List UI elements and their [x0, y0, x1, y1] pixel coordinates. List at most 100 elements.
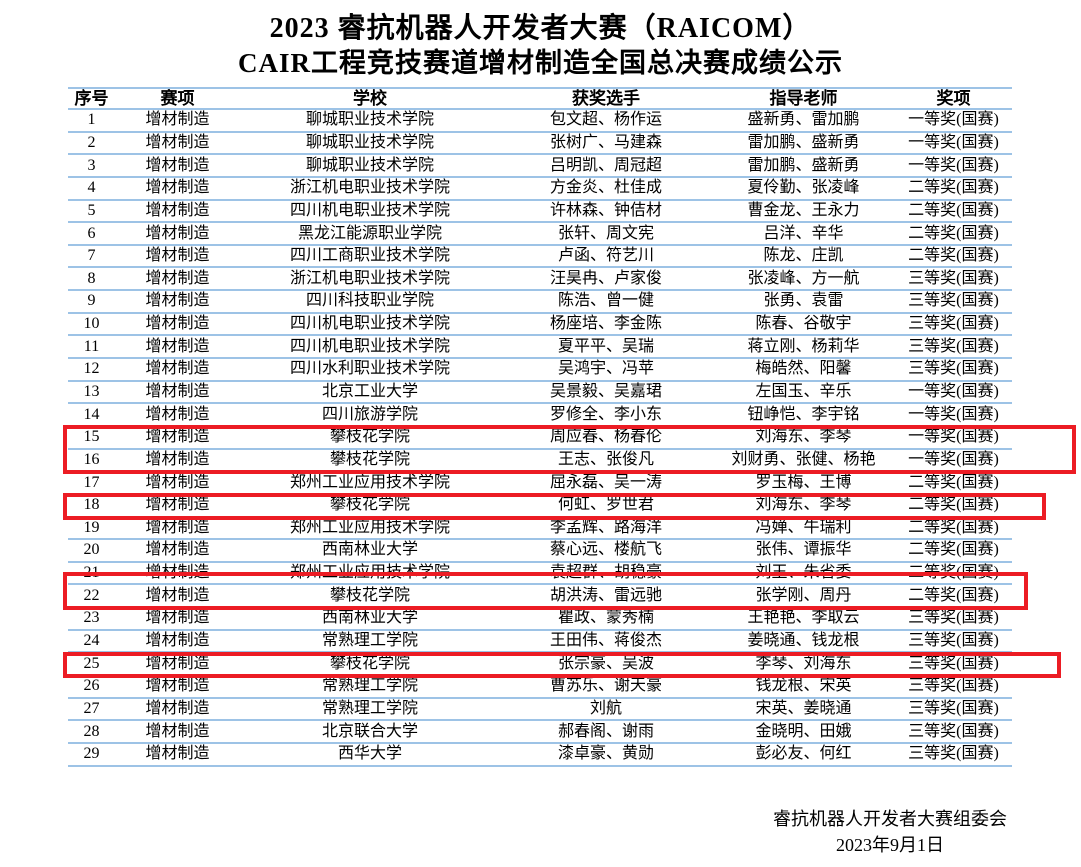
table-cell-index: 5: [87, 201, 96, 219]
page-subtitle: CAIR工程竞技赛道增材制造全国总决赛成绩公示: [237, 48, 843, 78]
table-cell-teachers: 金晓明、田娥: [755, 722, 852, 740]
table-cell-index: 8: [87, 269, 96, 287]
table-cell-teachers: 曹金龙、王永力: [747, 201, 860, 219]
table-cell-players: 蔡心远、楼航飞: [549, 541, 662, 559]
table-cell-event: 增材制造: [145, 156, 210, 174]
table-cell-index: 18: [83, 496, 100, 514]
table-cell-award: 一等奖(国赛): [908, 405, 999, 423]
table-cell-school: 攀枝花学院: [329, 450, 410, 468]
table-row: 5 增材制造 四川机电职业技术学院 许林森、钟佶材 曹金龙、王永力 二等奖(国赛): [68, 201, 1012, 224]
table-row: 20 增材制造 西南林业大学 蔡心远、楼航飞 张伟、谭振华 二等奖(国赛): [68, 540, 1012, 563]
table-cell-award: 三等奖(国赛): [908, 609, 999, 627]
table-cell-teachers: 姜晓通、钱龙根: [747, 632, 860, 650]
table-cell-school: 郑州工业应用技术学院: [289, 564, 450, 582]
table-cell-award: 二等奖(国赛): [908, 496, 999, 514]
table-cell-index: 9: [87, 292, 96, 310]
table-cell-players: 方金炎、杜佳成: [549, 179, 662, 197]
table-cell-index: 7: [87, 247, 96, 265]
table-cell-teachers: 钮峥恺、李宇铭: [747, 405, 860, 423]
table-cell-players: 许林森、钟佶材: [549, 201, 662, 219]
table-cell-school: 北京联合大学: [321, 722, 418, 740]
table-cell-players: 何虹、罗世君: [557, 496, 654, 514]
table-cell-event: 增材制造: [145, 677, 210, 695]
results-table: 序号 赛项 学校 获奖选手 指导老师 奖项 1 增材制造 聊城职业技术学院 包文超、杨作运 盛新勇…: [68, 87, 1012, 767]
table-cell-players: 李孟辉、路海洋: [549, 518, 662, 536]
table-cell-award: 三等奖(国赛): [908, 654, 999, 672]
table-cell-players: 汪昊冉、卢家俊: [549, 269, 662, 287]
table-cell-players: 陈浩、曾一健: [557, 292, 654, 310]
table-cell-teachers: 冯婵、牛瑞利: [755, 518, 852, 536]
table-cell-teachers: 张勇、袁雷: [763, 292, 844, 310]
table-cell-players: 曹苏乐、谢天豪: [549, 677, 662, 695]
table-cell-index: 4: [87, 179, 96, 197]
table-cell-award: 三等奖(国赛): [908, 745, 999, 763]
table-cell-index: 28: [83, 722, 100, 740]
table-cell-school: 四川机电职业技术学院: [289, 201, 450, 219]
table-cell-school: 四川旅游学院: [321, 405, 418, 423]
table-cell-event: 增材制造: [145, 292, 210, 310]
table-cell-index: 23: [83, 609, 100, 627]
table-cell-players: 王志、张俊凡: [557, 450, 654, 468]
table-cell-teachers: 王艳艳、李取云: [747, 609, 860, 627]
table-cell-award: 二等奖(国赛): [908, 518, 999, 536]
table-row: 23 增材制造 西南林业大学 瞿政、蒙秀楠 王艳艳、李取云 三等奖(国赛): [68, 608, 1012, 631]
table-row: 8 增材制造 浙江机电职业技术学院 汪昊冉、卢家俊 张凌峰、方一航 三等奖(国赛): [68, 268, 1012, 292]
table-cell-school: 四川工商职业技术学院: [289, 247, 450, 265]
table-cell-event: 增材制造: [145, 224, 210, 242]
table-row: 10 增材制造 四川机电职业技术学院 杨座培、李金陈 陈春、谷敬宇 三等奖(国赛): [68, 314, 1012, 337]
table-cell-school: 聊城职业技术学院: [305, 156, 434, 174]
table-cell-event: 增材制造: [145, 383, 210, 400]
table-cell-index: 25: [83, 654, 100, 672]
table-cell-event: 增材制造: [145, 111, 210, 129]
table-cell-school: 西南林业大学: [321, 609, 418, 627]
table-cell-award: 三等奖(国赛): [908, 269, 999, 287]
table-cell-index: 11: [83, 337, 100, 355]
table-cell-index: 29: [83, 745, 100, 763]
table-cell-event: 增材制造: [145, 518, 210, 536]
table-cell-school: 常熟理工学院: [321, 699, 418, 717]
table-header-row: 序号 赛项 学校 获奖选手 指导老师 奖项: [68, 87, 1012, 110]
column-header-teachers: 指导老师: [769, 89, 838, 108]
table-cell-school: 攀枝花学院: [329, 496, 410, 514]
table-cell-players: 杨座培、李金陈: [549, 315, 662, 333]
table-cell-players: 包文超、杨作运: [549, 111, 662, 129]
column-header-index: 序号: [74, 89, 109, 108]
table-cell-event: 增材制造: [145, 496, 210, 514]
table-cell-players: 张树广、马建森: [549, 133, 662, 151]
table-cell-school: 郑州工业应用技术学院: [289, 473, 450, 491]
table-cell-players: 吴鸿宇、冯苹: [557, 360, 654, 378]
table-cell-index: 12: [83, 360, 100, 378]
table-cell-teachers: 张凌峰、方一航: [747, 269, 860, 287]
table-cell-event: 增材制造: [145, 632, 210, 650]
table-cell-index: 1: [87, 111, 96, 129]
table-row: 29 增材制造 西华大学 漆卓豪、黄勋 彭必友、何红 三等奖(国赛): [68, 744, 1012, 767]
table-cell-award: 一等奖(国赛): [908, 428, 999, 446]
table-cell-index: 16: [83, 450, 100, 468]
table-cell-players: 刘航: [589, 699, 622, 717]
table-cell-award: 三等奖(国赛): [908, 677, 999, 695]
table-row: 27 增材制造 常熟理工学院 刘航 宋英、姜晓通 三等奖(国赛): [68, 699, 1012, 722]
table-cell-teachers: 雷加鹏、盛新勇: [747, 133, 860, 151]
table-row: 21 增材制造 郑州工业应用技术学院 袁超群、胡稳豪 刘玉、朱省委 二等奖(国赛): [68, 563, 1012, 586]
table-cell-event: 增材制造: [145, 722, 210, 740]
table-cell-teachers: 钱龙根、宋英: [755, 677, 852, 695]
table-cell-award: 一等奖(国赛): [908, 111, 999, 129]
table-cell-teachers: 张伟、谭振华: [755, 541, 852, 559]
table-cell-school: 浙江机电职业技术学院: [289, 179, 450, 197]
table-cell-index: 27: [83, 699, 100, 717]
table-cell-players: 王田伟、蒋俊杰: [549, 632, 662, 650]
table-cell-teachers: 刘财勇、张健、杨艳: [731, 450, 876, 468]
table-cell-event: 增材制造: [145, 609, 210, 627]
column-header-event: 赛项: [160, 89, 195, 108]
table-cell-event: 增材制造: [145, 360, 210, 378]
table-cell-index: 22: [83, 586, 100, 604]
table-cell-teachers: 刘玉、朱省委: [755, 564, 852, 582]
table-cell-index: 20: [83, 541, 100, 559]
table-cell-players: 吕明凯、周冠超: [549, 156, 662, 174]
table-cell-index: 26: [83, 677, 100, 695]
table-cell-event: 增材制造: [145, 405, 210, 423]
table-cell-teachers: 刘海东、李琴: [755, 496, 852, 514]
table-cell-award: 三等奖(国赛): [908, 699, 999, 717]
table-cell-index: 14: [83, 405, 100, 423]
